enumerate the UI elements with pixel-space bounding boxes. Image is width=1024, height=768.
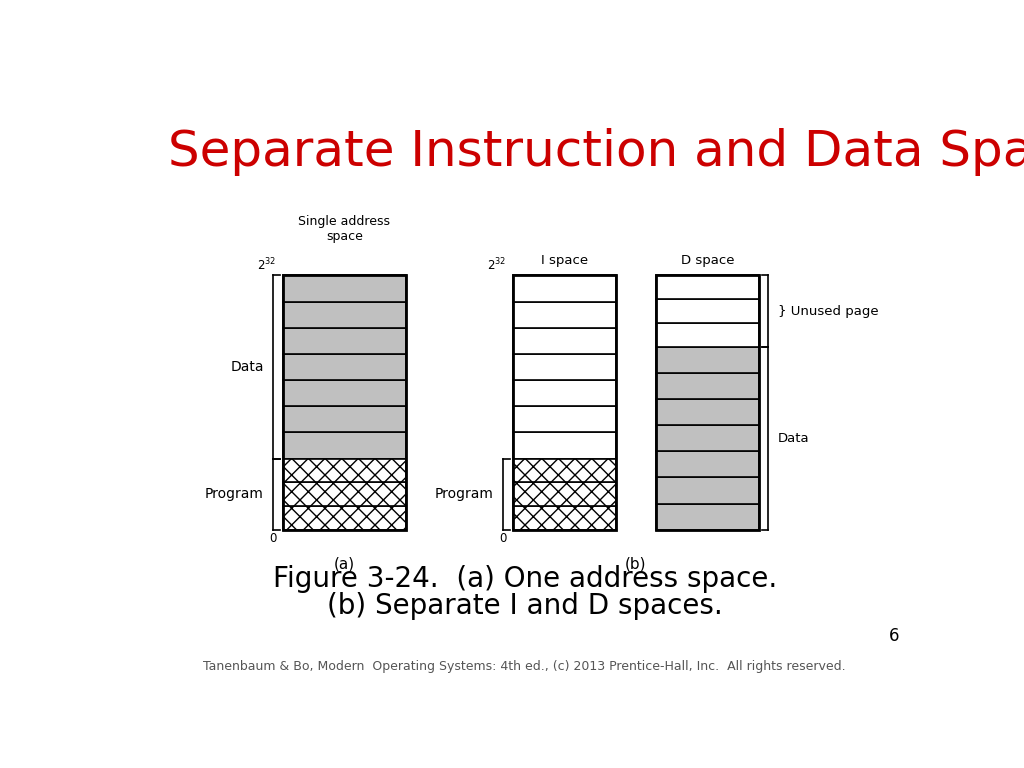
Bar bbox=[513, 380, 616, 406]
Bar bbox=[513, 302, 616, 328]
Bar bbox=[655, 452, 759, 478]
Bar bbox=[655, 399, 759, 425]
Bar bbox=[283, 458, 406, 482]
Bar bbox=[655, 478, 759, 504]
Bar bbox=[283, 406, 406, 432]
Text: 0: 0 bbox=[499, 531, 507, 545]
Text: Figure 3-24.  (a) One address space.: Figure 3-24. (a) One address space. bbox=[272, 565, 777, 593]
Bar bbox=[655, 372, 759, 399]
Bar bbox=[283, 276, 406, 530]
Bar bbox=[513, 506, 616, 530]
Bar bbox=[513, 276, 616, 530]
Text: 0: 0 bbox=[269, 531, 276, 545]
Bar bbox=[283, 328, 406, 354]
Text: Single address
space: Single address space bbox=[298, 215, 390, 243]
Text: Tanenbaum & Bo, Modern  Operating Systems: 4th ed., (c) 2013 Prentice-Hall, Inc.: Tanenbaum & Bo, Modern Operating Systems… bbox=[204, 660, 846, 673]
Bar bbox=[283, 432, 406, 458]
Bar bbox=[655, 323, 759, 346]
Bar bbox=[655, 276, 759, 300]
Text: $2^{32}$: $2^{32}$ bbox=[257, 257, 276, 273]
Bar bbox=[283, 506, 406, 530]
Text: } Unused page: } Unused page bbox=[778, 305, 879, 318]
Bar bbox=[283, 276, 406, 302]
Text: Data: Data bbox=[778, 432, 810, 445]
Text: (a): (a) bbox=[334, 556, 355, 571]
Text: Separate Instruction and Data Spaces: Separate Instruction and Data Spaces bbox=[168, 127, 1024, 176]
Bar bbox=[513, 406, 616, 432]
Bar bbox=[513, 458, 616, 482]
Bar bbox=[283, 354, 406, 380]
Text: Program: Program bbox=[205, 487, 264, 502]
Bar bbox=[655, 276, 759, 530]
Text: Data: Data bbox=[230, 360, 264, 374]
Text: I space: I space bbox=[541, 253, 588, 266]
Bar bbox=[283, 302, 406, 328]
Bar bbox=[513, 328, 616, 354]
Bar bbox=[283, 482, 406, 506]
Text: 6: 6 bbox=[889, 627, 899, 645]
Bar bbox=[283, 380, 406, 406]
Bar bbox=[513, 432, 616, 458]
Bar bbox=[513, 354, 616, 380]
Text: (b): (b) bbox=[626, 556, 646, 571]
Bar bbox=[655, 425, 759, 452]
Bar bbox=[655, 504, 759, 530]
Text: D space: D space bbox=[681, 253, 734, 266]
Bar bbox=[513, 276, 616, 302]
Bar bbox=[513, 482, 616, 506]
Text: Program: Program bbox=[435, 487, 494, 502]
Bar bbox=[655, 300, 759, 323]
Text: (b) Separate I and D spaces.: (b) Separate I and D spaces. bbox=[327, 592, 723, 620]
Bar bbox=[655, 346, 759, 372]
Text: $2^{32}$: $2^{32}$ bbox=[487, 257, 507, 273]
